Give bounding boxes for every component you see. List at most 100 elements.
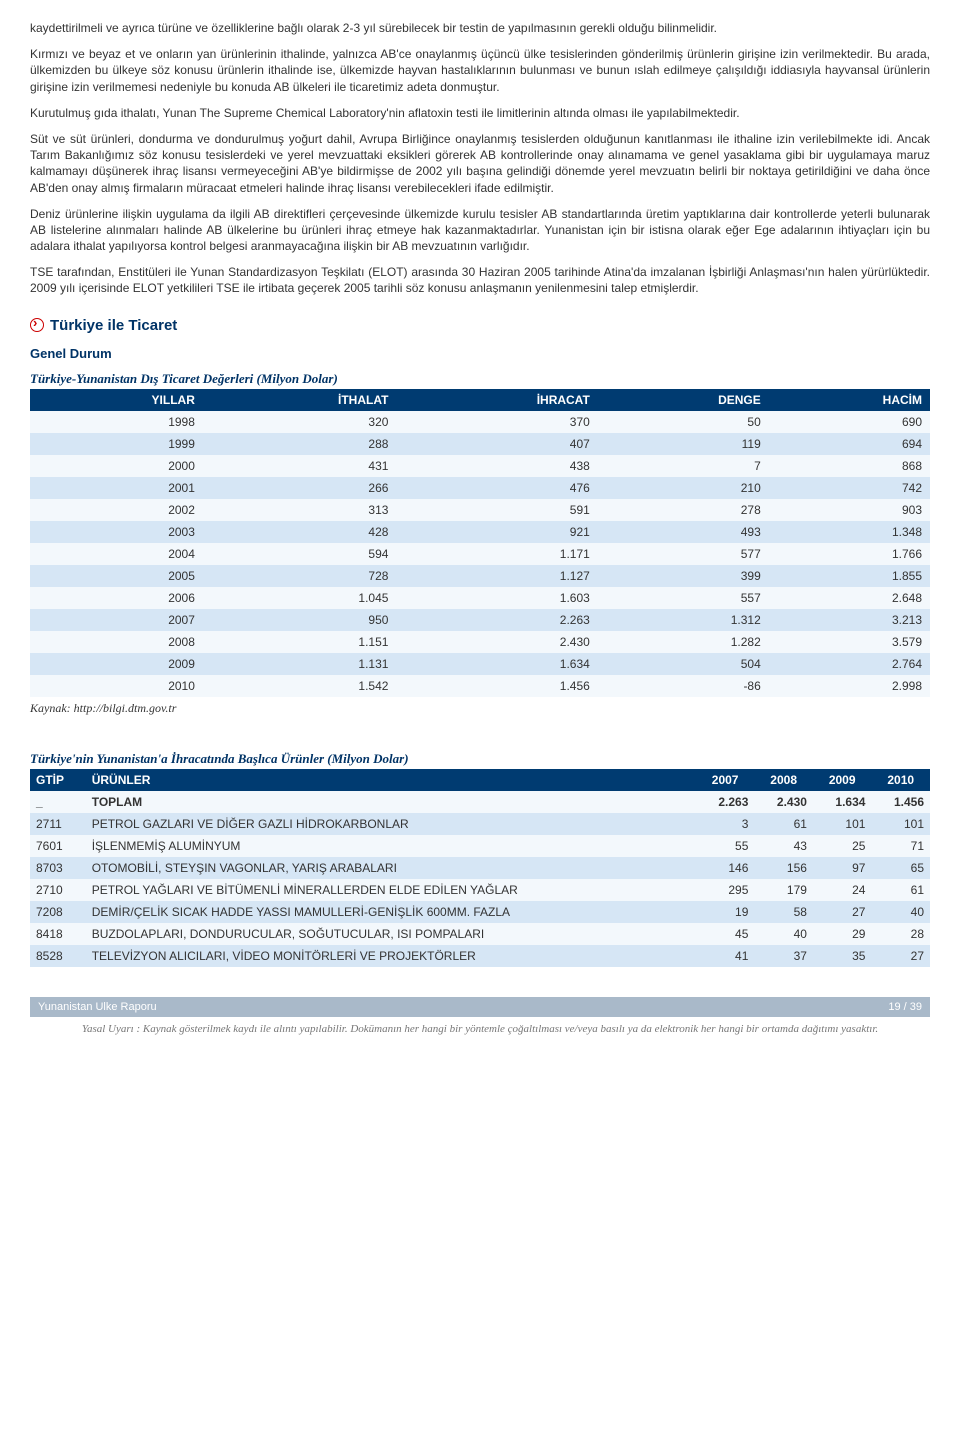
table-cell: 40 <box>871 901 930 923</box>
table-cell: 3.579 <box>769 631 930 653</box>
table-cell: 1998 <box>30 411 203 433</box>
table-cell: 690 <box>769 411 930 433</box>
table-cell: 37 <box>754 945 813 967</box>
table-cell: 2.648 <box>769 587 930 609</box>
table-cell: 493 <box>598 521 769 543</box>
table-cell: OTOMOBİLİ, STEYŞIN VAGONLAR, YARIŞ ARABA… <box>86 857 696 879</box>
table-cell: 1.151 <box>203 631 397 653</box>
table-cell: 2001 <box>30 477 203 499</box>
table-row: 2001266476210742 <box>30 477 930 499</box>
table-cell: 288 <box>203 433 397 455</box>
chevron-circle-icon <box>30 318 44 332</box>
table-cell: 2010 <box>30 675 203 697</box>
table-header-cell: YILLAR <box>30 389 203 411</box>
table-cell: 27 <box>871 945 930 967</box>
table-caption: Türkiye-Yunanistan Dış Ticaret Değerleri… <box>30 371 930 387</box>
table-cell: 428 <box>203 521 397 543</box>
table-header-cell: HACİM <box>769 389 930 411</box>
table-cell: 1.855 <box>769 565 930 587</box>
body-paragraph: Kırmızı ve beyaz et ve onların yan ürünl… <box>30 46 930 95</box>
table-row: 20045941.1715771.766 <box>30 543 930 565</box>
table-row: 2002313591278903 <box>30 499 930 521</box>
table-cell: 2.263 <box>396 609 597 631</box>
table-cell: 728 <box>203 565 397 587</box>
table-row: 2711PETROL GAZLARI VE DİĞER GAZLI HİDROK… <box>30 813 930 835</box>
table-row: 20079502.2631.3123.213 <box>30 609 930 631</box>
table-cell: 577 <box>598 543 769 565</box>
table-row: 199832037050690 <box>30 411 930 433</box>
table-cell: 2.430 <box>754 791 813 813</box>
table-cell: 2710 <box>30 879 86 901</box>
table-cell: 1.456 <box>871 791 930 813</box>
table-cell: 903 <box>769 499 930 521</box>
table-cell: 2007 <box>30 609 203 631</box>
table-cell: 1.456 <box>396 675 597 697</box>
table-caption: Türkiye'nin Yunanistan'a İhracatında Baş… <box>30 751 930 767</box>
table-cell: 2009 <box>30 653 203 675</box>
table-cell: 25 <box>813 835 872 857</box>
subheading: Genel Durum <box>30 346 930 361</box>
table-cell: 8703 <box>30 857 86 879</box>
table-cell: 1.348 <box>769 521 930 543</box>
table-cell: 278 <box>598 499 769 521</box>
table-cell: 438 <box>396 455 597 477</box>
table-row: 7208DEMİR/ÇELİK SICAK HADDE YASSI MAMULL… <box>30 901 930 923</box>
table-cell: 431 <box>203 455 397 477</box>
table-cell: _ <box>30 791 86 813</box>
table-cell: 1.542 <box>203 675 397 697</box>
table-cell: TELEVİZYON ALICILARI, VİDEO MONİTÖRLERİ … <box>86 945 696 967</box>
table-header-cell: 2007 <box>696 769 755 791</box>
body-paragraph: kaydettirilmeli ve ayrıca türüne ve özel… <box>30 20 930 36</box>
table-cell: 1.045 <box>203 587 397 609</box>
trade-table: YILLARİTHALATİHRACATDENGEHACİM 199832037… <box>30 389 930 697</box>
table-cell: 370 <box>396 411 597 433</box>
table-row: 20004314387868 <box>30 455 930 477</box>
table-cell: 2002 <box>30 499 203 521</box>
table-cell: 950 <box>203 609 397 631</box>
table-cell: 2.263 <box>696 791 755 813</box>
table-cell: 742 <box>769 477 930 499</box>
table-row: 20057281.1273991.855 <box>30 565 930 587</box>
table-cell: 399 <box>598 565 769 587</box>
table-header-cell: 2010 <box>871 769 930 791</box>
section-header: Türkiye ile Ticaret <box>30 317 930 334</box>
table-cell: 2711 <box>30 813 86 835</box>
table-cell: 1.312 <box>598 609 769 631</box>
table-cell: BUZDOLAPLARI, DONDURUCULAR, SOĞUTUCULAR,… <box>86 923 696 945</box>
table-cell: 41 <box>696 945 755 967</box>
table-header-cell: GTİP <box>30 769 86 791</box>
table-cell: 24 <box>813 879 872 901</box>
table-cell: İŞLENMEMİŞ ALUMİNYUM <box>86 835 696 857</box>
table-cell: 61 <box>871 879 930 901</box>
table-cell: 19 <box>696 901 755 923</box>
table-row: 20061.0451.6035572.648 <box>30 587 930 609</box>
body-paragraph: Kurutulmuş gıda ithalatı, Yunan The Supr… <box>30 105 930 121</box>
table-header-cell: İTHALAT <box>203 389 397 411</box>
table-cell: 7 <box>598 455 769 477</box>
table-cell: 40 <box>754 923 813 945</box>
table-cell: 476 <box>396 477 597 499</box>
table-cell: 7208 <box>30 901 86 923</box>
table-cell: 407 <box>396 433 597 455</box>
table-row: 8528TELEVİZYON ALICILARI, VİDEO MONİTÖRL… <box>30 945 930 967</box>
table-cell: 2005 <box>30 565 203 587</box>
table-cell: 2.998 <box>769 675 930 697</box>
table-cell: 65 <box>871 857 930 879</box>
table-cell: PETROL GAZLARI VE DİĞER GAZLI HİDROKARBO… <box>86 813 696 835</box>
table-row: 8703OTOMOBİLİ, STEYŞIN VAGONLAR, YARIŞ A… <box>30 857 930 879</box>
table-cell: 35 <box>813 945 872 967</box>
section-title: Türkiye ile Ticaret <box>50 317 177 334</box>
table-row: 7601İŞLENMEMİŞ ALUMİNYUM55432571 <box>30 835 930 857</box>
table-source: Kaynak: http://bilgi.dtm.gov.tr <box>30 701 930 716</box>
table-cell: 295 <box>696 879 755 901</box>
table-cell: -86 <box>598 675 769 697</box>
table-cell: 1.634 <box>813 791 872 813</box>
table-cell: 55 <box>696 835 755 857</box>
table-cell: 2006 <box>30 587 203 609</box>
table-row: 20101.5421.456-862.998 <box>30 675 930 697</box>
table-row: 2710PETROL YAĞLARI VE BİTÜMENLİ MİNERALL… <box>30 879 930 901</box>
table-cell: 2004 <box>30 543 203 565</box>
table-cell: 1.634 <box>396 653 597 675</box>
table-cell: 266 <box>203 477 397 499</box>
table-row: 20091.1311.6345042.764 <box>30 653 930 675</box>
